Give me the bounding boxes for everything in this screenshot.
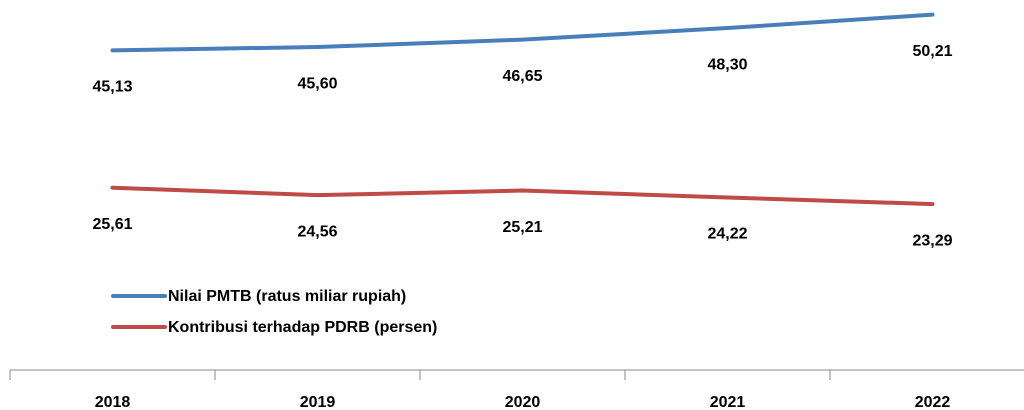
data-label: 24,22 [707, 226, 747, 243]
series-line [110, 185, 935, 207]
legend-label: Nilai PMTB (ratus miliar rupiah) [168, 288, 406, 305]
x-tick-label: 2022 [915, 394, 951, 410]
legend-label: Kontribusi terhadap PDRB (persen) [168, 319, 437, 336]
data-label: 48,30 [707, 56, 747, 73]
data-label: 45,13 [92, 79, 132, 96]
data-label: 23,29 [912, 232, 952, 249]
x-tick-label: 2021 [710, 394, 746, 410]
x-tick-label: 2019 [300, 394, 336, 410]
data-label: 46,65 [502, 68, 542, 85]
x-tick-label: 2020 [505, 394, 541, 410]
data-label: 25,21 [502, 219, 542, 236]
x-tick-label: 2018 [95, 394, 131, 410]
data-label: 50,21 [912, 43, 952, 60]
series-line [110, 12, 935, 53]
data-label: 24,56 [297, 223, 337, 240]
data-label: 45,60 [297, 75, 337, 92]
data-label: 25,61 [92, 216, 132, 233]
